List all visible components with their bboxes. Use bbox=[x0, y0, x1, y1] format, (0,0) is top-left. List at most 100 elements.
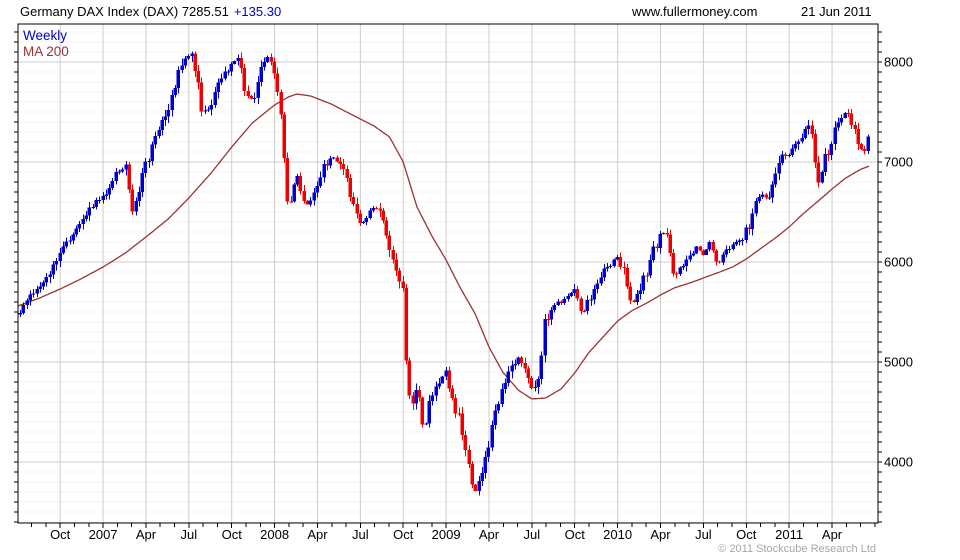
candle-body bbox=[298, 175, 302, 191]
candle-body bbox=[97, 199, 101, 201]
candle-body bbox=[632, 300, 636, 303]
candle-body bbox=[760, 194, 764, 197]
candle-body bbox=[41, 282, 45, 287]
x-axis-label: Jul bbox=[695, 527, 712, 542]
candle-body bbox=[605, 266, 609, 269]
candle-body bbox=[84, 215, 88, 220]
candle-body bbox=[714, 250, 718, 262]
candle-body bbox=[575, 288, 579, 299]
candle-body bbox=[81, 219, 85, 224]
candle-body bbox=[764, 194, 768, 198]
candle-body bbox=[203, 110, 207, 112]
candle-body bbox=[635, 294, 639, 303]
candle-body bbox=[190, 53, 194, 56]
candle-body bbox=[54, 260, 58, 265]
candle-body bbox=[193, 53, 197, 72]
candle-body bbox=[783, 154, 787, 156]
candle-body bbox=[612, 259, 616, 266]
candle-body bbox=[470, 464, 474, 485]
candle-body bbox=[552, 305, 556, 310]
candle-body bbox=[450, 388, 454, 399]
candle-body bbox=[48, 274, 52, 278]
candle-body bbox=[694, 246, 698, 254]
candle-body bbox=[226, 71, 230, 73]
x-axis-label: Apr bbox=[307, 527, 328, 542]
candle-body bbox=[348, 177, 352, 198]
x-axis-label: Oct bbox=[222, 527, 243, 542]
candle-body bbox=[813, 133, 817, 163]
candle-body bbox=[816, 162, 820, 183]
candle-body bbox=[58, 252, 62, 261]
candle-body bbox=[68, 240, 72, 242]
candle-body bbox=[18, 312, 22, 315]
candle-body bbox=[28, 294, 32, 301]
candle-body bbox=[796, 141, 800, 145]
candle-body bbox=[773, 173, 777, 185]
candle-body bbox=[77, 223, 81, 229]
candle-body bbox=[744, 227, 748, 240]
candle-body bbox=[724, 249, 728, 255]
candle-body bbox=[269, 56, 273, 62]
candle-body bbox=[166, 110, 170, 117]
candle-body bbox=[595, 283, 599, 290]
candle-body bbox=[559, 301, 563, 304]
candle-body bbox=[252, 97, 256, 99]
candle-body bbox=[562, 299, 566, 304]
minor-gridlines bbox=[18, 31, 878, 523]
candle-body bbox=[285, 158, 289, 202]
candle-body bbox=[641, 275, 645, 291]
candle-body bbox=[414, 390, 418, 404]
candle-body bbox=[496, 403, 500, 411]
chart-title-text: Germany DAX Index (DAX) 7285.51 bbox=[20, 4, 229, 19]
candle-body bbox=[199, 82, 203, 112]
candle-body bbox=[800, 138, 804, 142]
candle-body bbox=[787, 154, 791, 156]
candle-body bbox=[219, 78, 223, 83]
candle-body bbox=[843, 112, 847, 119]
candle-body bbox=[486, 447, 490, 457]
candle-body bbox=[754, 201, 758, 214]
candle-body bbox=[322, 164, 326, 178]
candle-body bbox=[35, 289, 39, 294]
candle-body bbox=[526, 368, 530, 378]
candle-body bbox=[331, 157, 335, 159]
candle-body bbox=[536, 378, 540, 388]
candle-body bbox=[21, 305, 25, 313]
candle-body bbox=[671, 253, 675, 274]
candle-body bbox=[434, 386, 438, 396]
candle-body bbox=[444, 370, 448, 377]
candle-body bbox=[130, 189, 134, 212]
major-gridlines bbox=[18, 24, 878, 523]
x-axis-label: Apr bbox=[479, 527, 500, 542]
candle-body bbox=[134, 200, 138, 212]
candle-body bbox=[579, 298, 583, 312]
y-axis-labels: 8000 7000 6000 5000 4000 bbox=[884, 55, 913, 470]
candle-body bbox=[503, 382, 507, 389]
candle-body bbox=[519, 357, 523, 363]
copyright-notice: © 2011 Stockcube Research Ltd bbox=[718, 543, 876, 555]
candle-body bbox=[585, 300, 589, 312]
x-axis-label: Jul bbox=[524, 527, 541, 542]
candle-body bbox=[737, 240, 741, 242]
candle-body bbox=[770, 184, 774, 198]
candle-body bbox=[655, 246, 659, 249]
candle-body bbox=[437, 383, 441, 387]
candle-body bbox=[424, 423, 428, 425]
website-text: www.fullermoney.com bbox=[632, 4, 758, 19]
candle-body bbox=[64, 241, 68, 247]
candle-body bbox=[341, 163, 345, 169]
candle-body bbox=[651, 246, 655, 261]
y-axis-label: 6000 bbox=[884, 255, 913, 270]
candle-body bbox=[381, 210, 385, 221]
candle-body bbox=[803, 129, 807, 139]
ma200-line bbox=[17, 93, 870, 400]
candle-body bbox=[767, 197, 771, 199]
candle-body bbox=[599, 277, 603, 284]
candle-body bbox=[615, 257, 619, 260]
candle-body bbox=[572, 288, 576, 294]
candle-body bbox=[378, 208, 382, 211]
candle-body bbox=[625, 267, 629, 287]
candle-body bbox=[648, 260, 652, 276]
candle-body bbox=[490, 424, 494, 448]
candle-body bbox=[533, 387, 537, 389]
